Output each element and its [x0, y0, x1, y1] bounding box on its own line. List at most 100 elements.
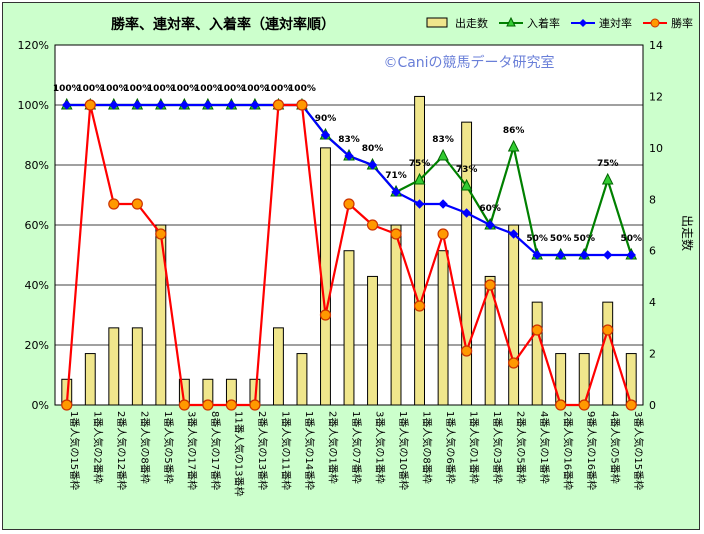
marker-triangle	[460, 178, 473, 191]
marker-triangle	[437, 148, 449, 161]
marker-circle	[578, 399, 590, 411]
bar	[84, 353, 96, 406]
data-label: 50%	[550, 234, 572, 244]
marker-circle	[390, 228, 402, 240]
x-tick-label: 1番人気の10番枠	[397, 411, 410, 490]
watermark-text: ©Caniの競馬データ研究室	[383, 54, 554, 71]
marker-circle	[602, 324, 614, 336]
marker-triangle	[601, 172, 614, 185]
y-tick-label: 120%	[18, 39, 49, 52]
data-label: 75%	[409, 159, 431, 169]
data-label: 50%	[620, 234, 642, 244]
x-tick-label: 1番人気の11番枠	[279, 411, 292, 490]
data-label: 100%	[147, 84, 175, 94]
marker-triangle	[507, 139, 520, 152]
data-label: 50%	[526, 234, 548, 244]
bar	[508, 224, 520, 406]
marker-circle	[625, 399, 637, 411]
x-tick-label: 3番人気の17番枠	[185, 411, 198, 490]
bar	[531, 301, 543, 406]
data-label: 50%	[573, 234, 595, 244]
bar	[390, 224, 402, 406]
data-label: 86%	[503, 126, 525, 136]
x-tick-label: 4番人気の1番枠	[538, 411, 551, 484]
x-tick-label: 1番人気の7番枠	[350, 411, 363, 484]
bar	[131, 327, 143, 406]
data-label: 80%	[362, 144, 384, 154]
legend-label: 出走数	[455, 16, 488, 30]
data-label: 75%	[597, 159, 619, 169]
marker-diamond	[579, 250, 589, 260]
marker-diamond	[250, 100, 260, 110]
x-tick-label: 1番人気の3番枠	[491, 411, 504, 484]
x-tick-label: 1番人気の6番枠	[444, 411, 457, 484]
data-label: 73%	[456, 165, 478, 175]
legend-marker	[579, 19, 587, 27]
data-label: 83%	[432, 135, 454, 145]
marker-circle	[531, 324, 543, 336]
x-tick-label: 9番人気の16番枠	[585, 411, 598, 490]
marker-diamond	[156, 100, 166, 110]
marker-circle	[319, 309, 332, 321]
marker-diamond	[109, 100, 119, 110]
data-label: 100%	[265, 84, 293, 94]
x-tick-label: 1番人気の1番枠	[468, 411, 481, 484]
marker-circle	[202, 399, 214, 411]
marker-diamond	[532, 250, 542, 260]
marker-diamond	[485, 220, 495, 230]
marker-circle	[249, 399, 261, 411]
bar	[367, 275, 378, 406]
chart: 100%100%100%100%100%100%100%100%100%100%…	[18, 16, 695, 496]
marker-diamond	[132, 100, 143, 110]
data-label: 60%	[479, 204, 501, 214]
marker-diamond	[555, 250, 566, 260]
bar	[484, 275, 496, 406]
y2-tick-label: 10	[649, 142, 663, 155]
marker-diamond	[226, 100, 237, 110]
marker-circle	[366, 219, 379, 231]
marker-diamond	[179, 100, 190, 110]
y2-axis-label: 出走数	[680, 215, 695, 251]
data-label: 100%	[123, 84, 151, 94]
data-label: 100%	[53, 84, 81, 94]
y-tick-label: 20%	[25, 339, 49, 352]
x-tick-label: 1番人気の14番枠	[303, 411, 316, 490]
marker-triangle	[413, 172, 426, 185]
x-tick-label: 3番人気の15番枠	[632, 411, 645, 490]
bar	[602, 301, 614, 406]
data-label: 100%	[288, 84, 316, 94]
y2-tick-label: 6	[649, 245, 656, 258]
marker-diamond	[508, 229, 519, 239]
marker-diamond	[603, 250, 613, 260]
y2-tick-label: 4	[649, 296, 656, 309]
y-tick-label: 60%	[25, 219, 49, 232]
data-label: 100%	[194, 84, 222, 94]
marker-diamond	[203, 100, 213, 110]
legend-label: 連対率	[599, 16, 632, 30]
legend-swatch-bar	[426, 17, 448, 28]
data-label: 100%	[170, 84, 198, 94]
marker-diamond	[461, 208, 472, 218]
marker-circle	[437, 228, 449, 240]
y2-tick-label: 0	[649, 399, 656, 412]
y2-tick-label: 8	[649, 193, 656, 206]
x-tick-label: 2番人気の1番枠	[326, 411, 339, 484]
y2-tick-label: 14	[649, 39, 663, 52]
y2-tick-label: 2	[649, 348, 656, 361]
marker-circle	[155, 228, 167, 240]
x-tick-label: 1番人気の15番枠	[68, 411, 81, 490]
marker-circle	[272, 99, 285, 111]
x-tick-label: 2番人気の13番枠	[256, 411, 269, 490]
data-label: 100%	[241, 84, 269, 94]
data-label: 100%	[100, 84, 128, 94]
legend-label: 入着率	[527, 16, 560, 30]
marker-circle	[225, 399, 237, 411]
bar	[296, 353, 308, 406]
data-label: 100%	[217, 84, 245, 94]
marker-circle	[461, 345, 473, 357]
marker-circle	[484, 279, 496, 291]
y-tick-label: 80%	[25, 159, 49, 172]
marker-circle	[178, 399, 190, 411]
x-tick-label: 11番人気の13番枠	[232, 411, 245, 496]
